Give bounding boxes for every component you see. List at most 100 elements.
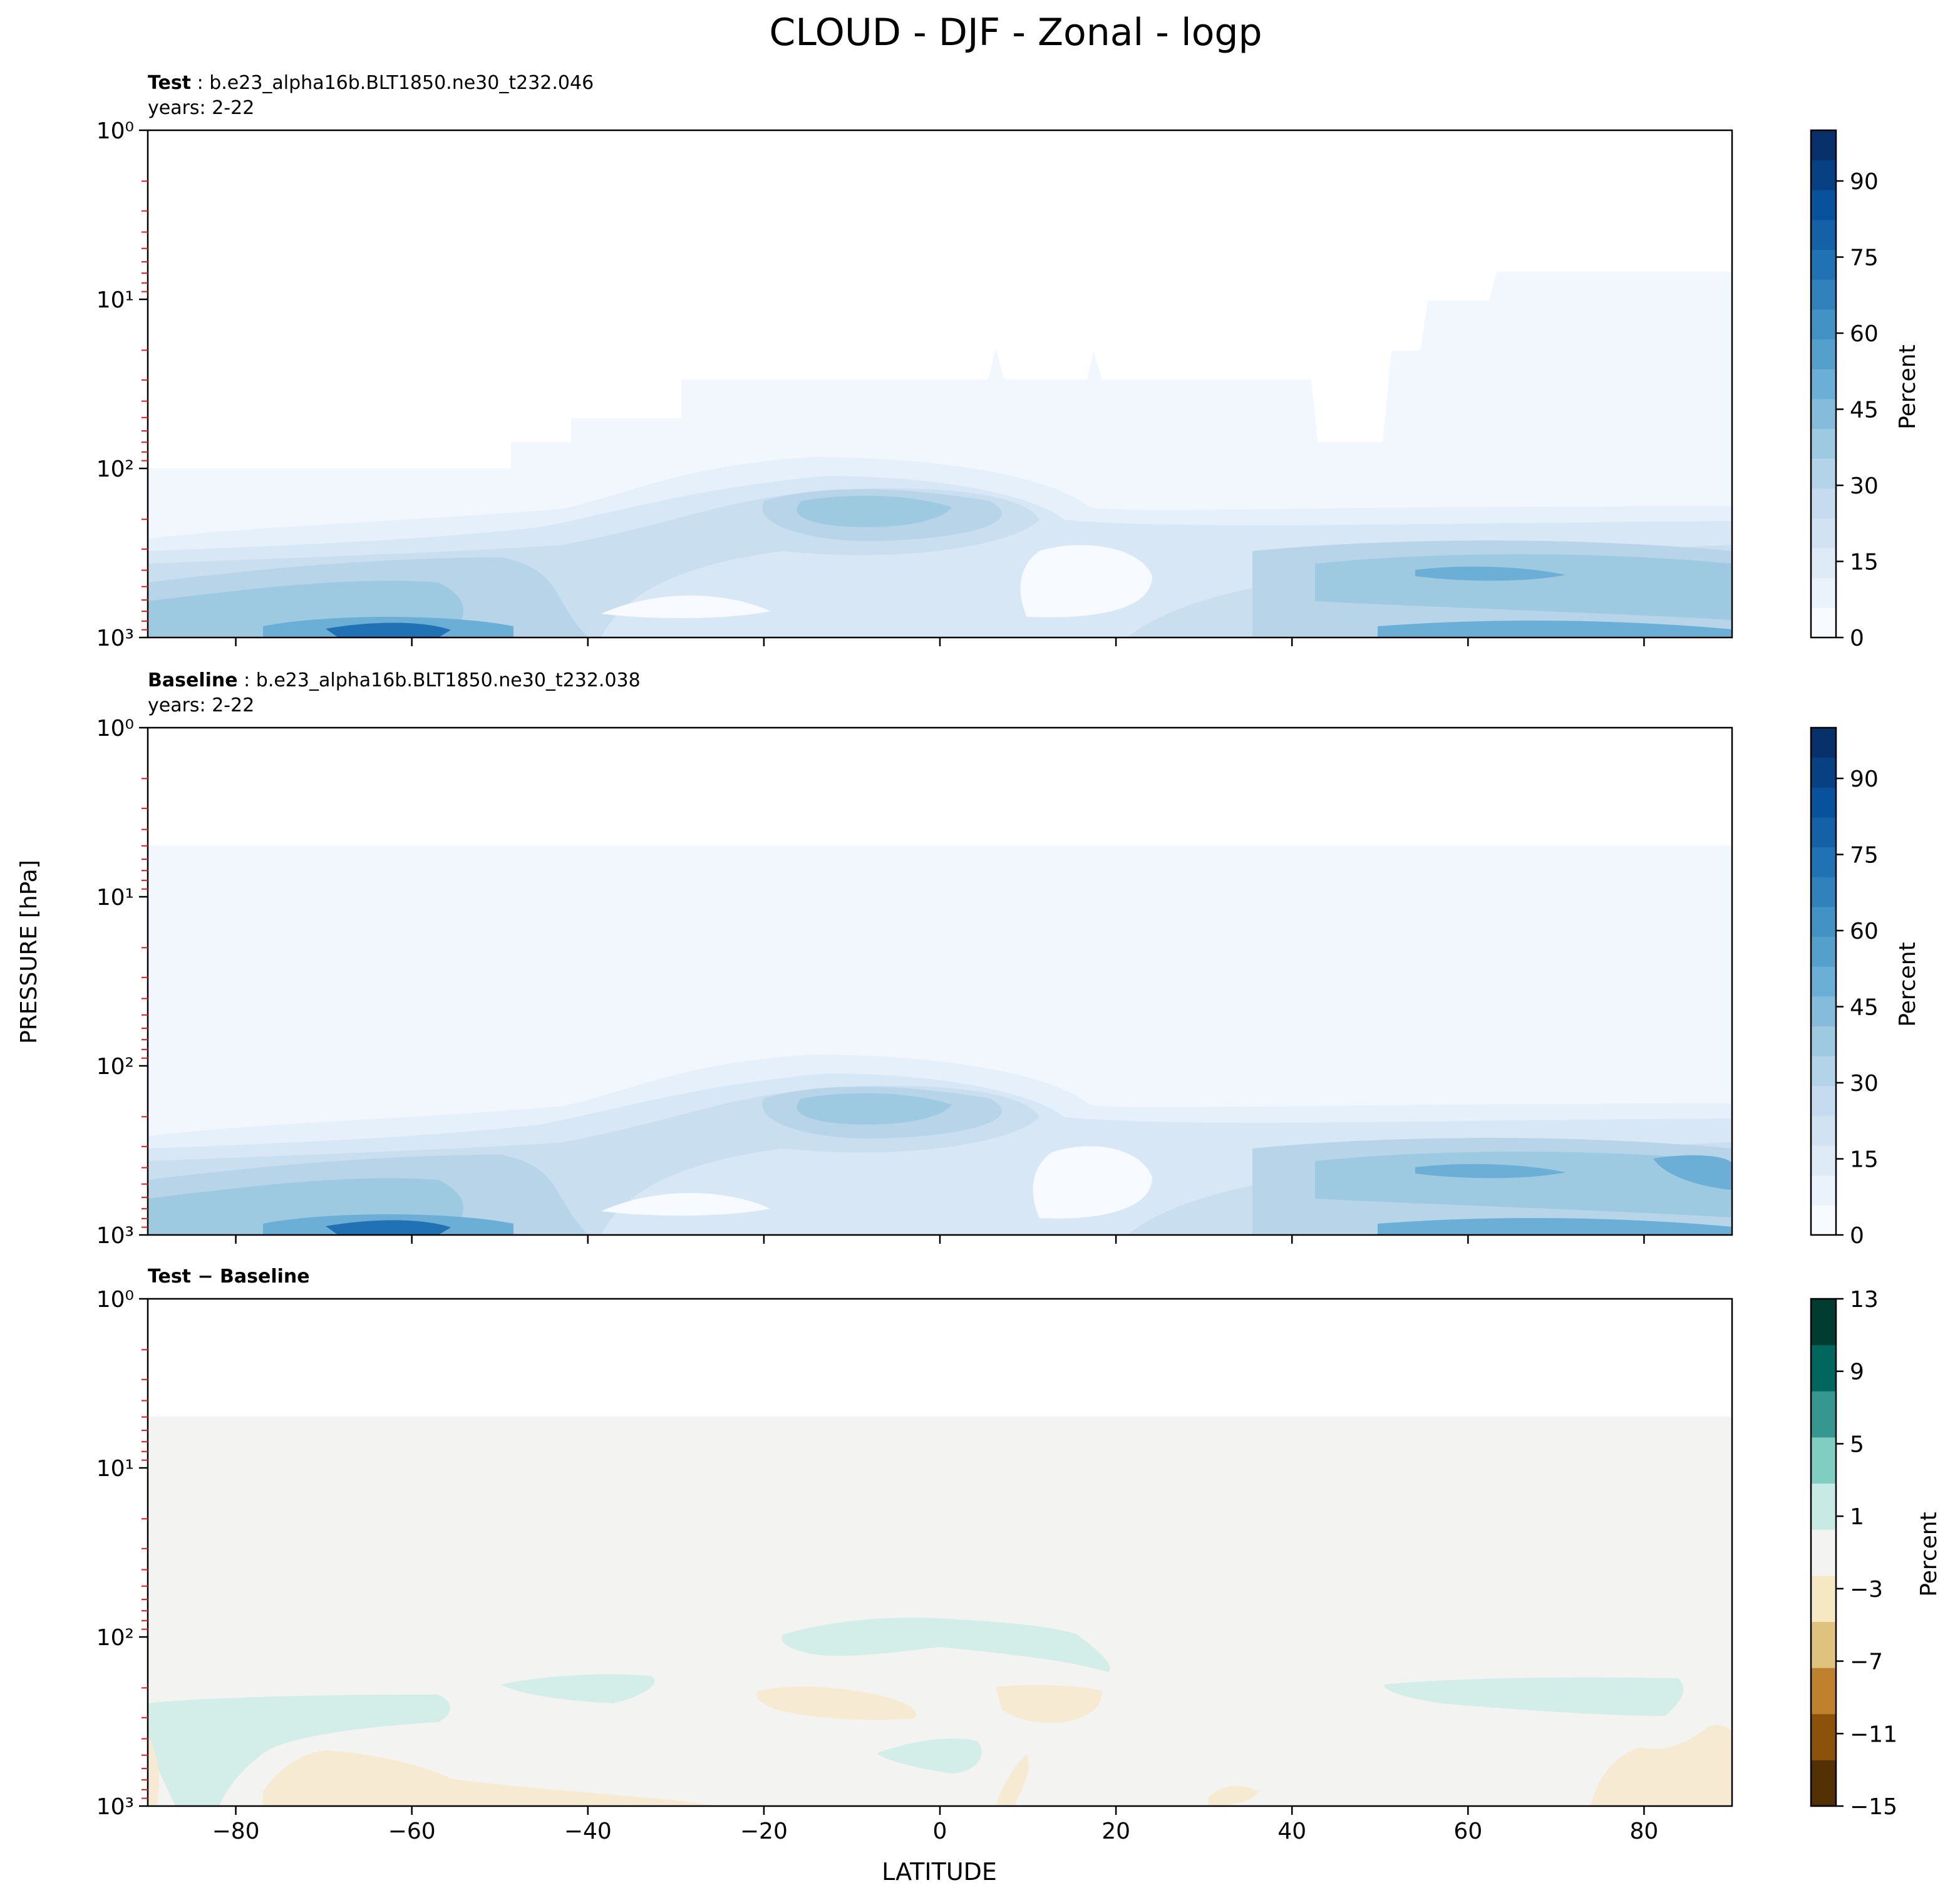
colorbar-segment xyxy=(1811,488,1836,519)
colorbar-tick-label: 90 xyxy=(1850,767,1879,792)
cbar-difference-label: Percent xyxy=(1916,1512,1942,1596)
colorbar-tick-label: 60 xyxy=(1850,919,1879,944)
y-tick-label: 10⁰ xyxy=(96,118,134,144)
colorbar-segment xyxy=(1811,817,1836,848)
cbar-test-label: Percent xyxy=(1895,344,1921,429)
y-tick-label: 10⁰ xyxy=(96,1287,134,1313)
test-clear-pocket-1 xyxy=(601,596,770,619)
colorbar-segment xyxy=(1811,996,1836,1026)
x-tick-label: 80 xyxy=(1630,1819,1659,1844)
colorbar-segment xyxy=(1811,1056,1836,1087)
colorbar-segment xyxy=(1811,1437,1836,1484)
colorbar-tick-label: 45 xyxy=(1850,995,1879,1021)
x-tick-label: −40 xyxy=(564,1819,612,1844)
colorbar-segment xyxy=(1811,1713,1836,1760)
colorbar-segment xyxy=(1811,757,1836,788)
colorbar-segment xyxy=(1811,130,1836,161)
y-axis-label: PRESSURE [hPa] xyxy=(16,860,42,1044)
colorbar-segment xyxy=(1811,877,1836,907)
colorbar-segment xyxy=(1811,607,1836,638)
y-tick-label: 10³ xyxy=(96,626,134,651)
difference-negative-arctic-low xyxy=(996,1725,1732,1806)
colorbar-tick-label: 15 xyxy=(1850,550,1879,576)
test-band-5 xyxy=(148,495,1732,638)
colorbar-tick-label: −3 xyxy=(1850,1577,1883,1603)
x-tick-label: −60 xyxy=(388,1819,436,1844)
x-tick-label: 0 xyxy=(933,1819,947,1844)
y-tick-label: 10² xyxy=(96,457,134,482)
colorbar-segment xyxy=(1811,847,1836,877)
figure-title: CLOUD - DJF - Zonal - logp xyxy=(769,11,1262,54)
x-axis-label: LATITUDE xyxy=(882,1858,997,1886)
colorbar-tick-label: 75 xyxy=(1850,843,1879,869)
colorbar-segment xyxy=(1811,728,1836,758)
colorbar-tick-label: 60 xyxy=(1850,321,1879,347)
colorbar-segment xyxy=(1811,1175,1836,1206)
panel-difference: Test − Baseline −80 −60 −40 −20 0 20 40 60 80 10⁰… xyxy=(96,1266,1897,1844)
y-tick-label: 10² xyxy=(96,1054,134,1080)
test-clear-pocket-2 xyxy=(1020,545,1152,617)
colorbar-segment xyxy=(1811,966,1836,997)
colorbar-segment xyxy=(1811,369,1836,400)
colorbar-segment xyxy=(1811,219,1836,250)
colorbar-segment xyxy=(1811,1483,1836,1530)
colorbar-frame xyxy=(1810,726,1837,1236)
colorbar-segment xyxy=(1811,398,1836,429)
colorbar-segment xyxy=(1811,309,1836,340)
panel-baseline-years: years: 2-22 xyxy=(148,694,254,716)
colorbar-segment xyxy=(1811,577,1836,608)
panel-test-axes: 10⁰ 10¹ 10² 10³ xyxy=(96,118,1645,651)
colorbar-segment xyxy=(1811,1205,1836,1236)
colorbar-tick-label: 9 xyxy=(1850,1360,1864,1385)
baseline-clear-pocket-1 xyxy=(601,1193,770,1216)
difference-positive-tropics-upper xyxy=(781,1618,1110,1672)
colorbar-segment xyxy=(1811,518,1836,549)
baseline-band-5 xyxy=(148,1093,1732,1235)
cbar-baseline-label: Percent xyxy=(1895,942,1921,1026)
difference-contour-field xyxy=(148,1299,1732,1806)
colorbar-segment xyxy=(1811,339,1836,369)
colorbar-tick-label: −11 xyxy=(1850,1722,1897,1747)
colorbar-segment xyxy=(1811,1026,1836,1056)
colorbar-tick-label: 15 xyxy=(1850,1147,1879,1173)
colorbar-tick-label: 1 xyxy=(1850,1504,1864,1530)
panel-baseline-axes: 10⁰ 10¹ 10² 10³ xyxy=(96,716,1645,1249)
y-tick-label: 10⁰ xyxy=(96,716,134,741)
colorbar-tick-label: 0 xyxy=(1850,1223,1864,1249)
colorbar-segment xyxy=(1811,1668,1836,1715)
colorbar-frame xyxy=(1810,1298,1837,1807)
test-contour-field xyxy=(148,130,1732,638)
y-tick-label: 10¹ xyxy=(96,287,134,313)
panel-difference-title: Test − Baseline xyxy=(148,1266,310,1288)
difference-negative-tropics-mid xyxy=(756,1685,1102,1723)
difference-positive-tropics-low xyxy=(877,1738,982,1774)
y-tick-label: 10¹ xyxy=(96,1456,134,1482)
colorbar-tick-label: 75 xyxy=(1850,245,1879,271)
colorbar-tick-label: 30 xyxy=(1850,1071,1879,1097)
colorbar-segment xyxy=(1811,458,1836,489)
x-tick-label: −80 xyxy=(212,1819,260,1844)
colorbar-segment xyxy=(1811,1115,1836,1146)
colorbar-segment xyxy=(1811,1345,1836,1391)
baseline-band-7 xyxy=(326,1220,451,1235)
colorbar-tick-label: 90 xyxy=(1850,169,1879,195)
panel-baseline-title: Baseline : b.e23_alpha16b.BLT1850.ne30_t… xyxy=(148,669,641,691)
colorbar-segment xyxy=(1811,1085,1836,1116)
colorbar-segment xyxy=(1811,1391,1836,1438)
colorbar-segment xyxy=(1811,1145,1836,1176)
panel-baseline-colorbar: 0 15 30 45 60 75 90 xyxy=(1810,726,1879,1249)
x-tick-label: 20 xyxy=(1101,1819,1130,1844)
colorbar-tick-label: 45 xyxy=(1850,398,1879,423)
panel-baseline: Baseline : b.e23_alpha16b.BLT1850.ne30_t… xyxy=(96,669,1879,1249)
y-tick-label: 10² xyxy=(96,1625,134,1651)
colorbar-tick-label: −7 xyxy=(1850,1650,1883,1675)
panel-difference-axes: −80 −60 −40 −20 0 20 40 60 80 10⁰ 10¹ 10² 10³ xyxy=(96,1287,1659,1844)
y-tick-label: 10³ xyxy=(96,1223,134,1249)
test-band-7 xyxy=(326,622,451,638)
x-tick-label: 60 xyxy=(1453,1819,1482,1844)
difference-positive-arctic-mid xyxy=(1384,1677,1684,1716)
colorbar-segment xyxy=(1811,936,1836,967)
colorbar-segment xyxy=(1811,1621,1836,1668)
y-tick-label: 10³ xyxy=(96,1794,134,1820)
y-tick-label: 10¹ xyxy=(96,885,134,911)
